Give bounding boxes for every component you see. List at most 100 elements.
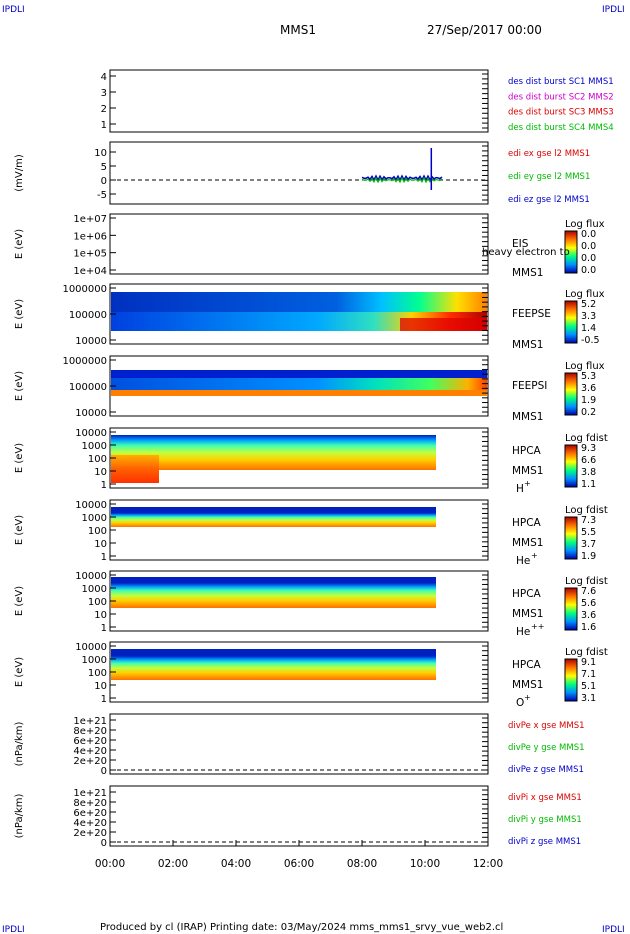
edi-ytick-label: 10 (94, 148, 107, 159)
feepsi-sc-label: MMS1 (512, 411, 543, 423)
divpi-ytick-label: 2e+20 (73, 828, 107, 839)
feepsi-cbar-tick-label: 5.3 (581, 371, 596, 382)
hpca_he-charge-label: + (531, 551, 538, 560)
divpe-legend-entry: divPe z gse MMS1 (508, 765, 584, 775)
hpca_h-cbar-tick-label: 1.1 (581, 479, 596, 490)
eis-cbar-tick-label: 0.0 (581, 241, 596, 252)
hpca_h-ytick-label: 100 (88, 454, 107, 465)
hpca-o-top-band (111, 649, 436, 656)
hpca_h-cbar-tick-label: 9.3 (581, 443, 596, 454)
hpca-hepp-top-band (111, 577, 436, 583)
hpca_h-species-label: H (516, 483, 524, 495)
hpca_o-ytick-label: 10 (94, 681, 107, 692)
hpca_hepp-sc-label: MMS1 (512, 608, 543, 620)
eis-ylabel: E (eV) (14, 229, 25, 259)
hpca_hepp-cbar-tick-label: 1.6 (581, 622, 596, 633)
des-ytick-label: 1 (101, 120, 107, 131)
panel-hpca_o: 10000 1000 100 10 1 E (eV) Log fdist9.17.15.13… (14, 641, 608, 709)
eis-ytick-label: 1e+05 (73, 249, 107, 260)
divpe-ytick-label: 0 (101, 766, 107, 777)
des-legend-entry: des dist burst SC3 MMS3 (508, 108, 614, 118)
hpca_o-instrument-label: HPCA (512, 659, 542, 671)
hpca_he-species-label: He (516, 555, 530, 567)
x-tick-label: 08:00 (347, 858, 377, 870)
divpe-ytick-label: 2e+20 (73, 756, 107, 767)
feepse-instrument-label: FEEPSE (512, 308, 551, 320)
hpca_he-ytick-label: 1 (101, 552, 107, 563)
divpi-ytick-label: 8e+20 (73, 798, 107, 809)
divpe-ytick-label: 8e+20 (73, 726, 107, 737)
hpca_he-ylabel: E (eV) (14, 515, 25, 545)
x-tick-label: 12:00 (473, 858, 503, 870)
edi-ylabel: (mV/m) (14, 154, 25, 192)
edi-frame (109, 141, 489, 205)
feepse-cbar-tick-label: 1.4 (581, 323, 596, 334)
x-tick-label: 06:00 (284, 858, 314, 870)
feepsi-ytick-label: 1000000 (62, 356, 107, 367)
edi-legend-entry: edi ey gse l2 MMS1 (508, 172, 590, 182)
feepse-ytick-label: 1000000 (62, 284, 107, 295)
hpca_he-cbar-tick-label: 1.9 (581, 551, 596, 562)
hpca_he-ytick-label: 10 (94, 539, 107, 550)
divpi-ytick-label: 1e+21 (73, 788, 107, 799)
eis-cbar-tick-label: 0.0 (581, 229, 596, 240)
hpca_hepp-instrument-label: HPCA (512, 588, 542, 600)
hpca_he-cbar-tick-label: 3.7 (581, 539, 596, 550)
panel-edi: 10 5 0 -5 (mV/m) edi ex gse l2 MMS1 edi ey gse… (14, 141, 590, 205)
edi-ytick-label: 0 (101, 176, 107, 187)
panel-des: 1 2 3 4 des dist burst SC1 MMS1 des dist burs… (101, 69, 614, 133)
feepsi-cbar-tick-label: 0.2 (581, 407, 596, 418)
x-tick-label: 04:00 (221, 858, 251, 870)
divpi-ytick-label: 0 (101, 838, 107, 849)
hpca_he-cbar-tick-label: 7.3 (581, 515, 596, 526)
feepsi-mid-band (111, 378, 487, 390)
feepse-colorbar (564, 300, 578, 344)
des-ytick-label: 2 (101, 104, 107, 115)
x-tick-label: 02:00 (158, 858, 188, 870)
feepse-cbar-tick-label: 5.2 (581, 299, 596, 310)
hpca_o-charge-label: + (524, 693, 531, 702)
panel-hpca_he: 10000 1000 100 10 1 E (eV) Log fdist7.35.53.71… (14, 499, 608, 567)
hpca_o-ytick-label: 100 (88, 668, 107, 679)
hpca_o-ylabel: E (eV) (14, 657, 25, 687)
eis-cbar-tick-label: 0.0 (581, 253, 596, 264)
feepsi-instrument-label: FEEPSI (512, 380, 547, 392)
x-tick-label: 10:00 (410, 858, 440, 870)
divpi-legend-entry: divPi y gse MMS1 (508, 815, 582, 825)
hpca_o-colorbar (564, 658, 578, 702)
hpca_he-instrument-label: HPCA (512, 517, 542, 529)
divpi-ytick-label: 6e+20 (73, 808, 107, 819)
feepsi-ytick-label: 100000 (69, 382, 107, 393)
hpca_hepp-charge-label: ++ (531, 622, 544, 631)
hpca_h-ytick-label: 10 (94, 467, 107, 478)
hpca_h-instrument-label: HPCA (512, 445, 542, 457)
des-ytick-label: 4 (101, 72, 107, 83)
hpca_he-cbar-tick-label: 5.5 (581, 527, 596, 538)
panel-feepse: 1000000 100000 10000 E (eV) Log flux5.23.31.… (14, 283, 605, 351)
hpca_h-cbar-tick-label: 6.6 (581, 455, 596, 466)
edi-ey-trace (361, 176, 443, 184)
hpca-o-main-band (111, 656, 436, 680)
edi-ytick-label: 5 (101, 162, 107, 173)
eis-instrument-label: EIS (512, 238, 529, 250)
feepse-cbar-title: Log flux (565, 289, 605, 300)
hpca_hepp-cbar-tick-label: 5.6 (581, 598, 596, 609)
hpca_h-ytick-label: 10000 (75, 428, 107, 439)
divpi-ytick-label: 4e+20 (73, 818, 107, 829)
eis-cbar-tick-label: 0.0 (581, 265, 596, 276)
panel-hpca_h: 10000 1000 100 10 1 E (eV) Log fdist9.36.63.81… (14, 427, 608, 495)
hpca-he-main-band (111, 513, 436, 527)
hpca_he-ytick-label: 1000 (82, 513, 107, 524)
feepse-sc-label: MMS1 (512, 339, 543, 351)
des-legend-entry: des dist burst SC1 MMS1 (508, 77, 614, 87)
feepse-ytick-label: 100000 (69, 310, 107, 321)
des-frame (109, 69, 489, 133)
feepse-low-energy-band (111, 312, 487, 331)
divpe-ylabel: (nPa/km) (14, 722, 25, 767)
eis-frame (109, 213, 489, 275)
hpca_hepp-ytick-label: 10000 (75, 571, 107, 582)
hpca_o-cbar-tick-label: 9.1 (581, 657, 596, 668)
hpca_h-colorbar (564, 444, 578, 488)
